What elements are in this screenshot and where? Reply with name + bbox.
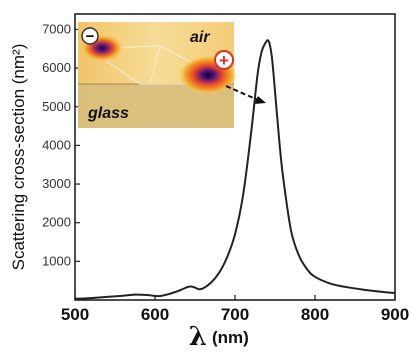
x-tick-label: 700: [221, 305, 249, 324]
y-tick-label: 6000: [42, 60, 71, 75]
y-tick-label: 7000: [42, 21, 71, 36]
x-tick-label: 500: [61, 305, 89, 324]
inset-field-map: − + air glass: [78, 22, 238, 128]
inset-label-glass: glass: [87, 105, 129, 122]
annotation-arrow: [225, 85, 266, 104]
y-tick-label: 4000: [42, 137, 71, 152]
x-axis-title-unit: (nm): [212, 328, 249, 347]
plus-charge-sign: +: [219, 51, 229, 70]
plus-charge-icon: [214, 50, 234, 70]
x-axis-ticks: 500 600 700 800 900: [61, 295, 409, 324]
minus-charge-icon: [81, 27, 99, 45]
y-tick-label: 2000: [42, 215, 71, 230]
inset-label-air: air: [190, 29, 210, 46]
y-tick-label: 1000: [42, 253, 71, 268]
x-tick-label: 600: [141, 305, 169, 324]
y-tick-label: 3000: [42, 176, 71, 191]
minus-charge-sign: −: [86, 28, 95, 45]
x-tick-label: 800: [301, 305, 329, 324]
y-axis-title: Scattering cross-section (nm²): [9, 44, 28, 271]
x-tick-label: 900: [381, 305, 409, 324]
y-axis-ticks: 1000 2000 3000 4000 5000 6000 7000: [42, 21, 80, 268]
x-axis-title-symbol: λ: [189, 322, 207, 352]
y-tick-label: 5000: [42, 99, 71, 114]
series-line: [74, 39, 396, 300]
x-axis-title: λ (nm): [189, 322, 249, 352]
